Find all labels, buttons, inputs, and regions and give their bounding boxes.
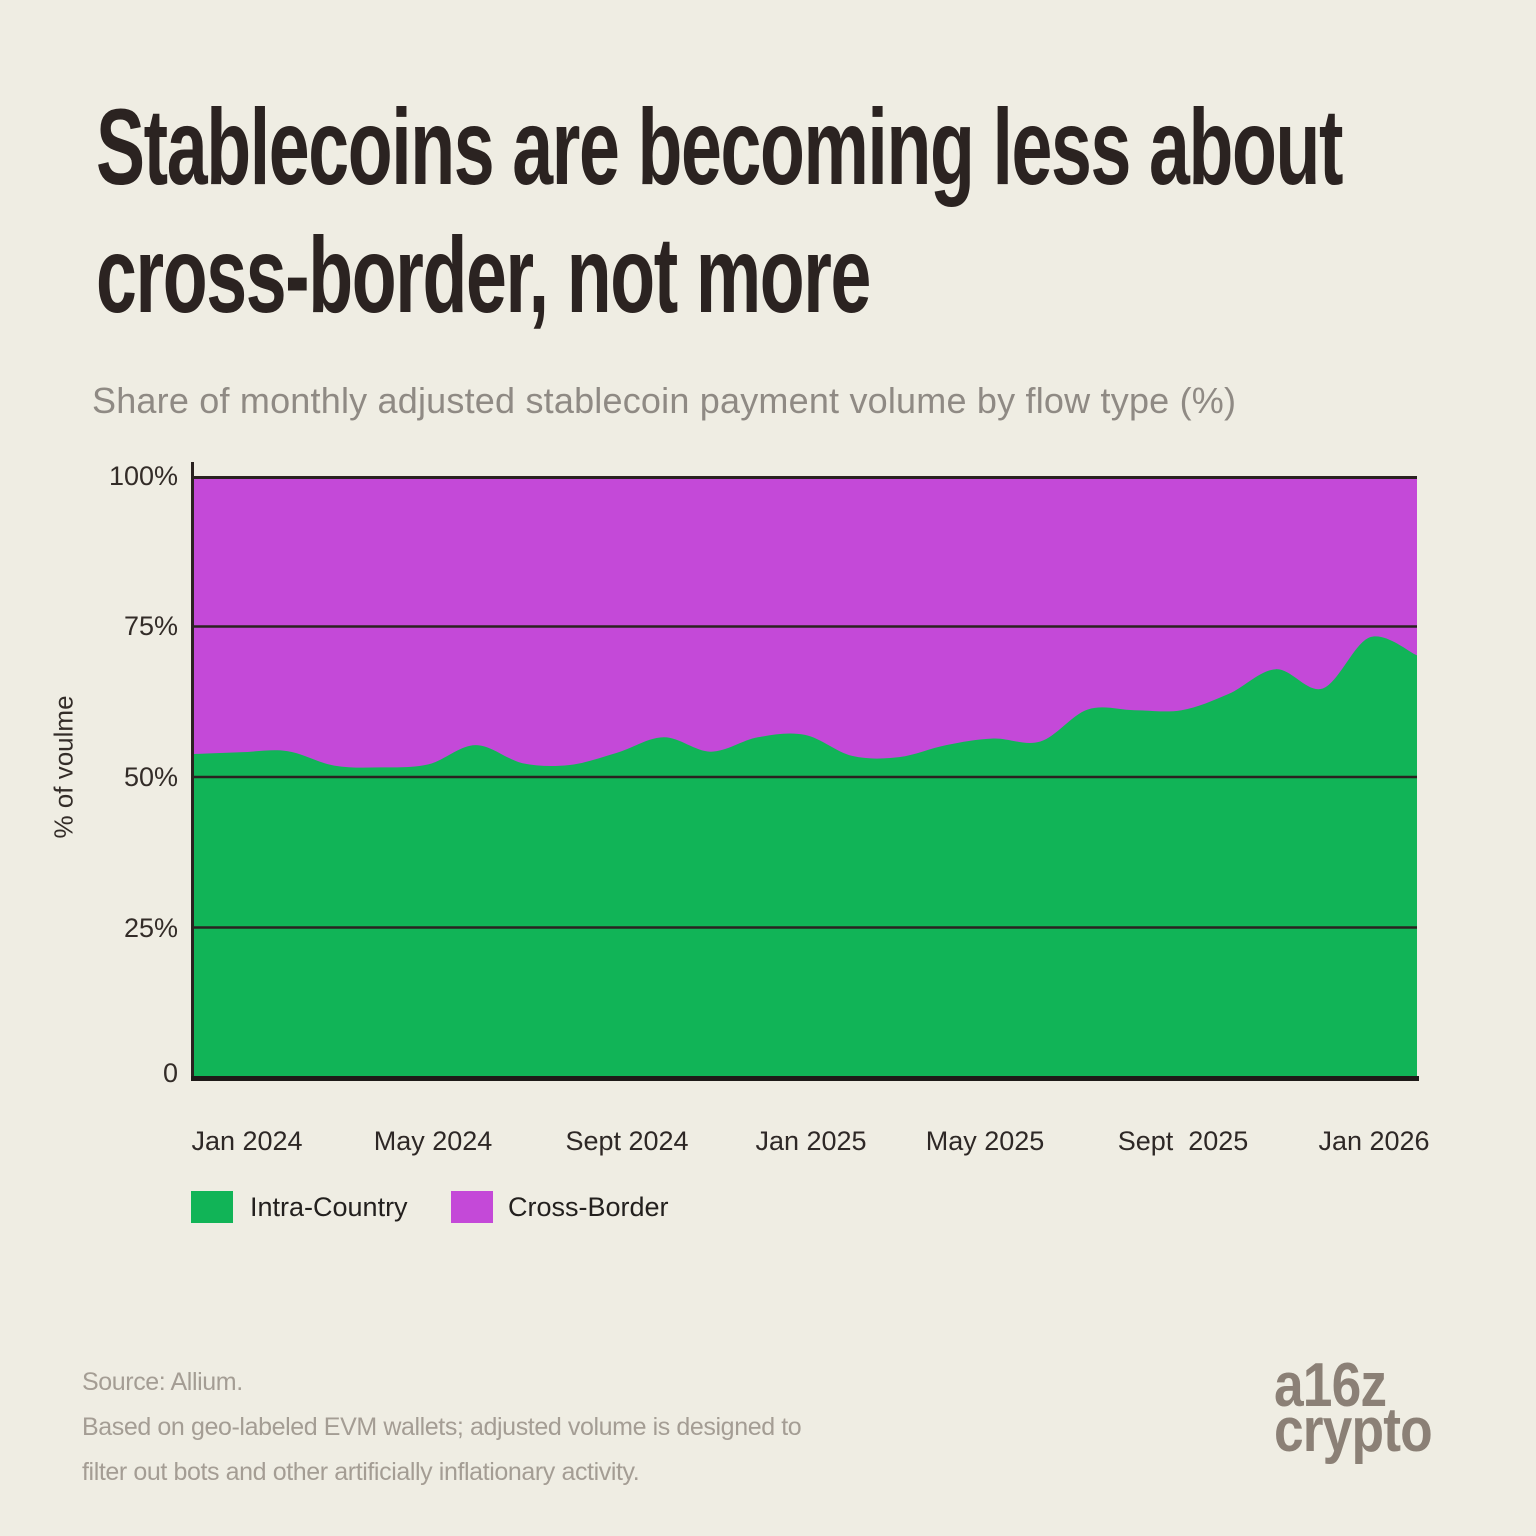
legend-label-intra-country: Intra-Country xyxy=(250,1192,408,1222)
y-tick-0: 0 xyxy=(162,1058,178,1088)
source-line-1: Source: Allium. xyxy=(82,1368,243,1396)
a16z-crypto-logo: a16z crypto xyxy=(1274,1351,1433,1465)
x-tick-sept-2025: Sept 2025 xyxy=(1117,1126,1249,1156)
y-tick-25: 25% xyxy=(123,913,178,943)
y-tick-50: 50% xyxy=(123,762,178,792)
plot-area xyxy=(193,476,1417,1078)
source-note: Source: Allium. Based on geo-labeled EVM… xyxy=(82,1360,802,1495)
intra-country-area xyxy=(193,636,1417,1078)
x-tick-may-2025: May 2025 xyxy=(925,1126,1045,1156)
x-tick-jan-2024: Jan 2024 xyxy=(191,1126,303,1156)
chart-title: Stablecoins are becoming less about cros… xyxy=(96,83,1344,339)
legend-swatch-cross-border xyxy=(451,1191,493,1223)
source-line-3: filter out bots and other artificially i… xyxy=(82,1458,640,1486)
logo-line-a16z: a16z xyxy=(1274,1351,1387,1420)
chart-subtitle: Share of monthly adjusted stablecoin pay… xyxy=(92,380,1237,421)
y-axis-line xyxy=(191,462,194,1078)
y-tick-100: 100% xyxy=(108,461,178,491)
x-tick-sept-2024: Sept 2024 xyxy=(565,1126,689,1156)
x-tick-jan-2025: Jan 2025 xyxy=(755,1126,867,1156)
chart-title-line-1: Stablecoins are becoming less about xyxy=(96,86,1344,207)
x-axis-line xyxy=(191,1076,1419,1081)
y-axis-title: % of voulme xyxy=(48,695,79,839)
source-line-2: Based on geo-labeled EVM wallets; adjust… xyxy=(82,1413,802,1441)
x-tick-may-2024: May 2024 xyxy=(373,1126,493,1156)
y-tick-75: 75% xyxy=(123,611,178,641)
logo-line-crypto: crypto xyxy=(1274,1396,1433,1465)
x-tick-jan-2026: Jan 2026 xyxy=(1318,1126,1430,1156)
chart-title-line-2: cross-border, not more xyxy=(96,214,871,335)
area-chart-svg xyxy=(193,476,1417,1078)
legend-label-cross-border: Cross-Border xyxy=(508,1192,669,1222)
legend-swatch-intra-country xyxy=(191,1191,233,1223)
